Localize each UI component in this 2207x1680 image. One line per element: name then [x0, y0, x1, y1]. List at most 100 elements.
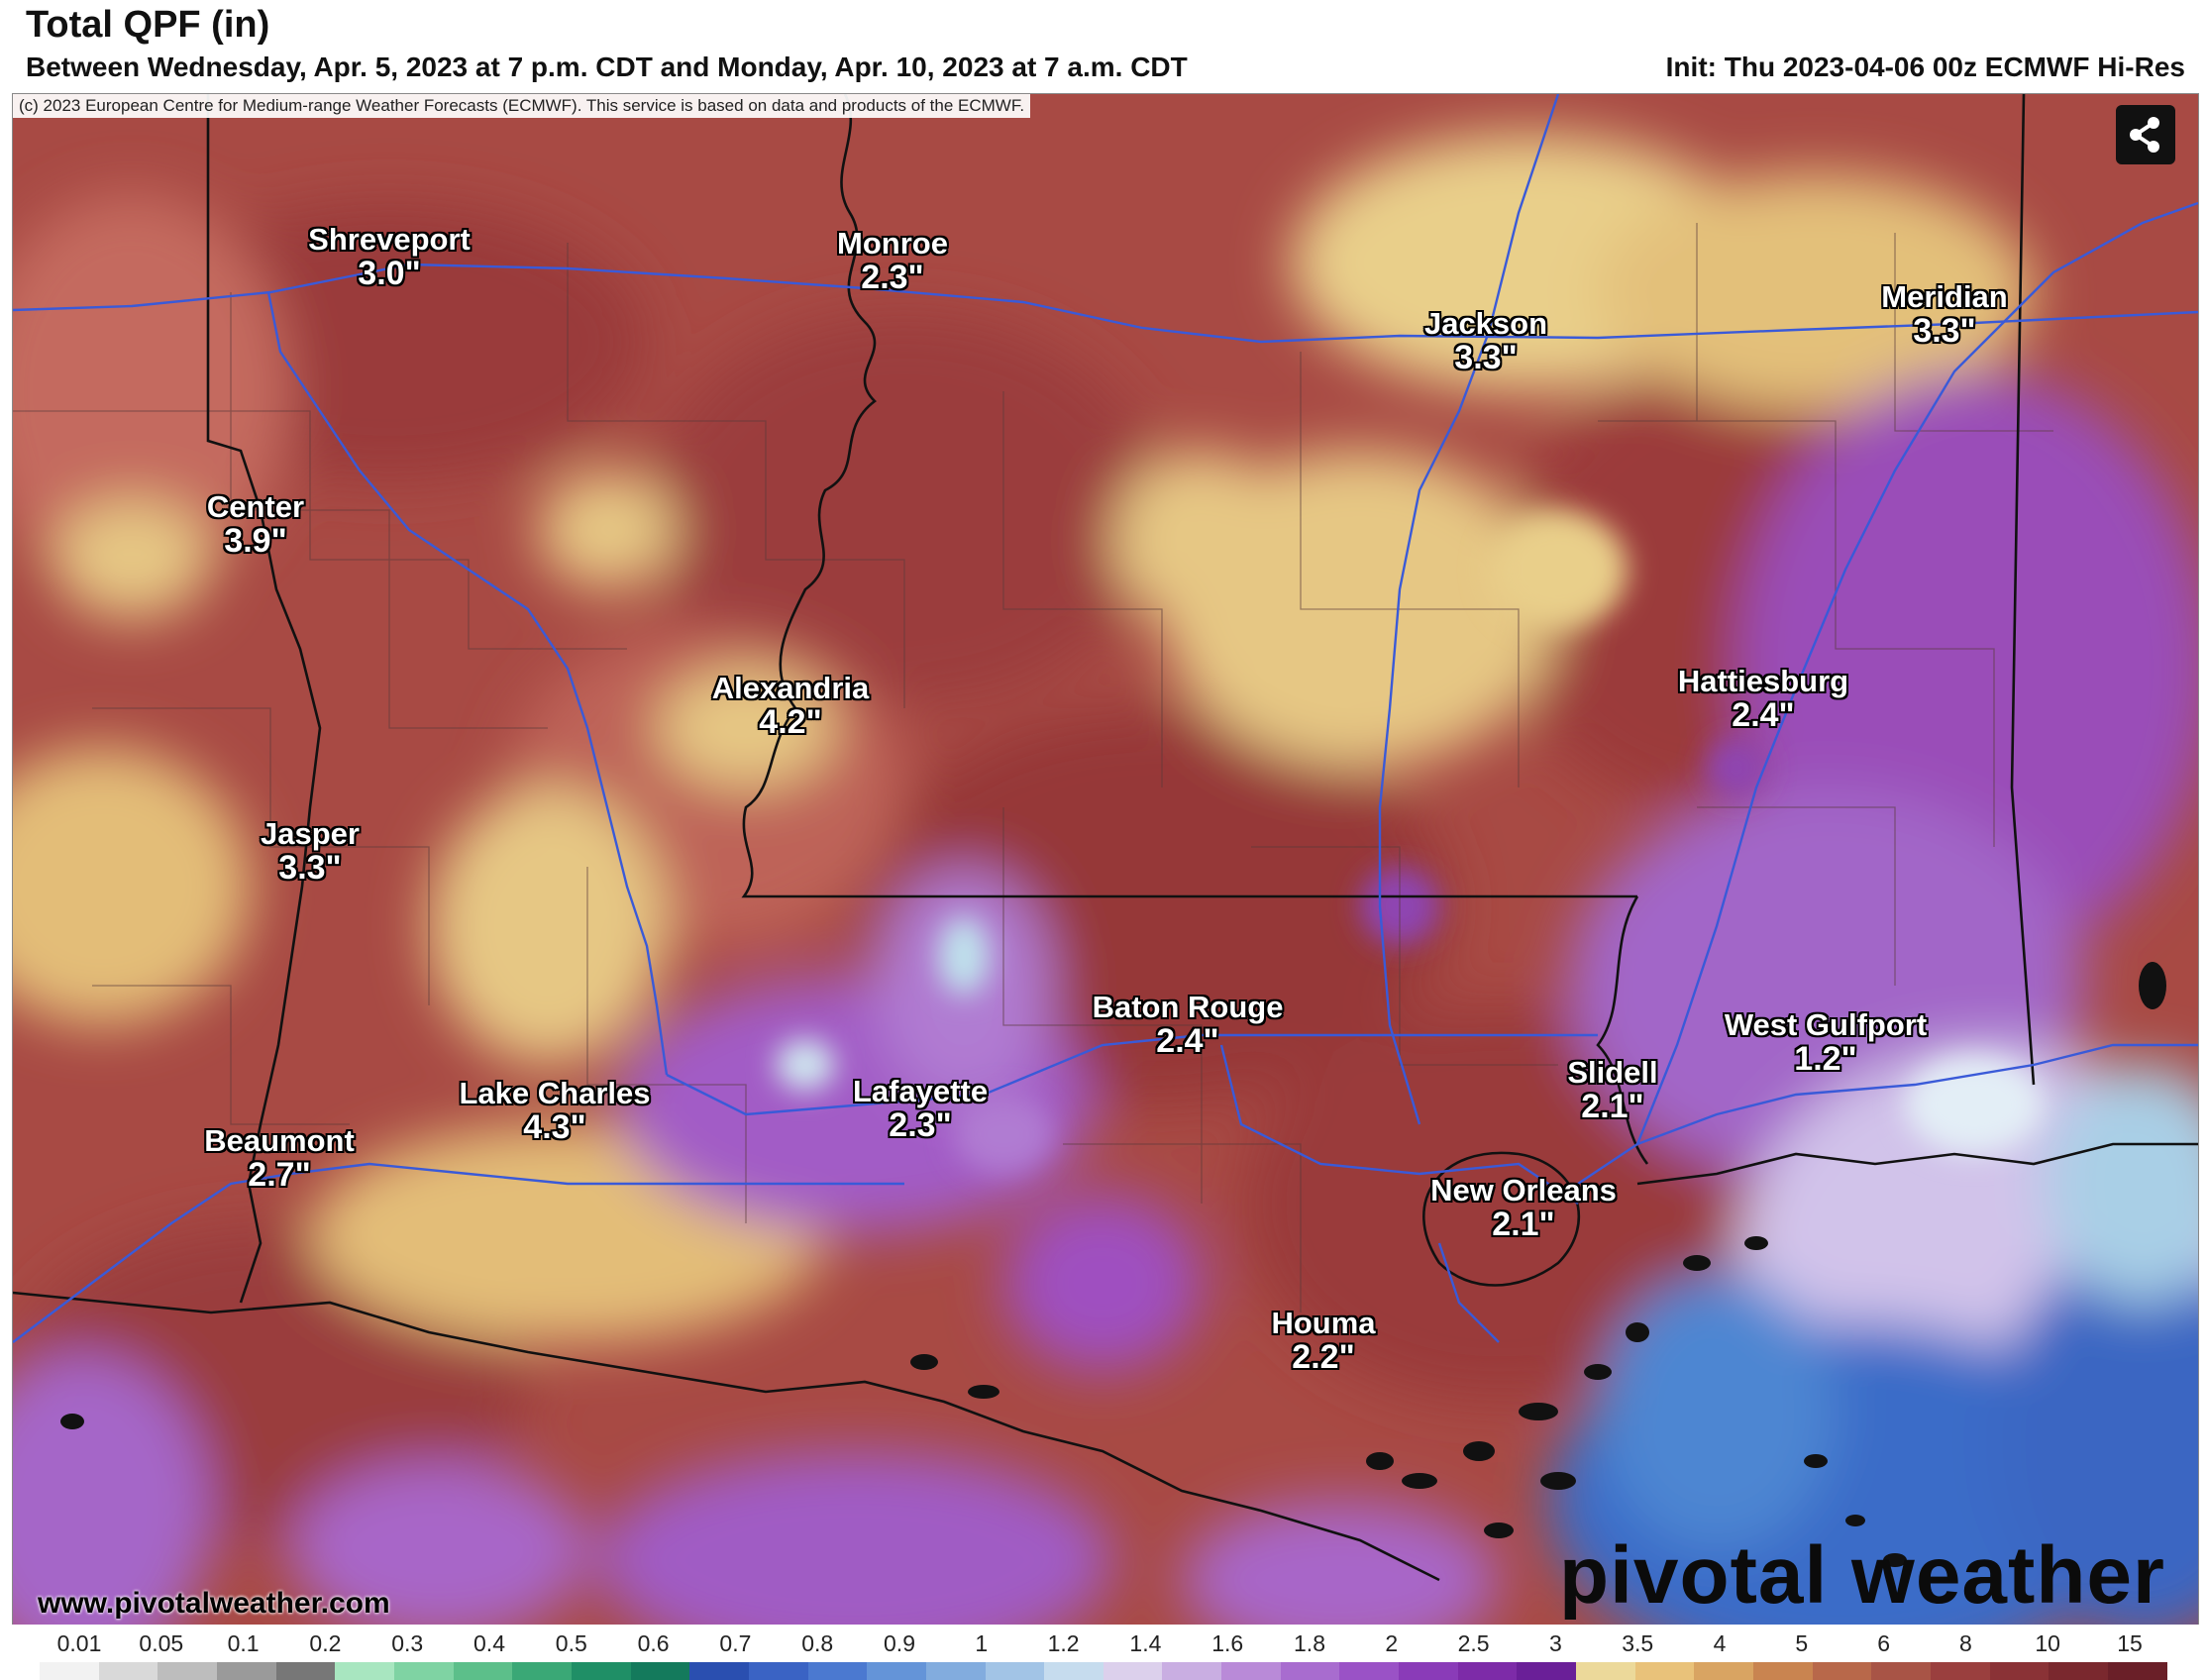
legend-color-swatch [1339, 1662, 1400, 1680]
legend-color-swatch [1044, 1662, 1104, 1680]
qpf-value: 2.7" [248, 1155, 311, 1194]
city-name: Houma [1271, 1306, 1376, 1340]
legend-color-swatch [2107, 1662, 2167, 1680]
qpf-field [13, 94, 2198, 1626]
legend-color-swatch [1280, 1662, 1340, 1680]
legend-color-bar [40, 1662, 2167, 1680]
legend-color-swatch [630, 1662, 690, 1680]
legend-color-swatch [1221, 1662, 1281, 1680]
legend-color-swatch [453, 1662, 513, 1680]
precipitation-map[interactable]: (c) 2023 European Centre for Medium-rang… [12, 93, 2199, 1627]
legend-tick-label: 3 [1548, 1630, 1562, 1656]
city-label-shreveport: Shreveport 3.0" [308, 222, 471, 292]
city-name: Baton Rouge [1092, 990, 1284, 1024]
color-legend: 0.01 0.05 0.1 0.2 0.3 0.4 0.5 0.6 0.7 0.8 0.9 1 1.2 1… [0, 1625, 2207, 1680]
legend-color-swatch [1399, 1662, 1458, 1680]
legend-tick-label: 5 [1795, 1630, 1809, 1656]
legend-color-swatch [393, 1662, 454, 1680]
website-credit: www.pivotalweather.com [38, 1587, 390, 1620]
qpf-value: 2.4" [1156, 1021, 1219, 1060]
city-label-new-orleans: New Orleans 2.1" [1430, 1173, 1617, 1243]
legend-color-swatch [1753, 1662, 1813, 1680]
qpf-value: 3.9" [224, 521, 287, 560]
legend-tick-label: 6 [1877, 1630, 1890, 1656]
qpf-value: 2.1" [1581, 1087, 1644, 1125]
legend-tick-label: 0.01 [56, 1630, 102, 1656]
valid-time-range: Between Wednesday, Apr. 5, 2023 at 7 p.m… [26, 52, 1188, 82]
qpf-value: 2.1" [1492, 1205, 1555, 1243]
legend-color-swatch [1634, 1662, 1695, 1680]
qpf-value: 3.3" [278, 848, 342, 887]
legend-tick-label: 1 [975, 1630, 989, 1656]
city-name: Lake Charles [459, 1076, 651, 1110]
qpf-value: 2.2" [1292, 1337, 1355, 1376]
legend-tick-label: 0.4 [473, 1630, 505, 1656]
city-label-slidell: Slidell 2.1" [1567, 1055, 1658, 1125]
legend-tick-label: 0.2 [309, 1630, 342, 1656]
city-label-jackson: Jackson 3.3" [1423, 306, 1548, 376]
legend-color-swatch [40, 1662, 99, 1680]
legend-tick-label: 1.6 [1211, 1630, 1244, 1656]
legend-tick-label: 1.2 [1047, 1630, 1080, 1656]
city-label-lafayette: Lafayette 2.3" [853, 1075, 988, 1144]
city-label-lake-charles: Lake Charles 4.3" [459, 1076, 651, 1146]
legend-color-swatch [1576, 1662, 1635, 1680]
city-name: Center [206, 489, 305, 524]
legend-color-swatch [158, 1662, 217, 1680]
share-button[interactable] [2116, 105, 2175, 164]
qpf-value: 2.4" [1732, 695, 1795, 734]
city-name: Shreveport [308, 222, 471, 257]
legend-tick-label: 8 [1958, 1630, 1972, 1656]
city-label-jasper: Jasper 3.3" [261, 816, 360, 887]
legend-tick-label: 2 [1385, 1630, 1399, 1656]
legend-color-swatch [689, 1662, 749, 1680]
legend-tick-label: 10 [2035, 1630, 2060, 1656]
qpf-value: 2.3" [889, 1105, 952, 1144]
legend-tick-label: 4 [1713, 1630, 1727, 1656]
city-label-hattiesburg: Hattiesburg 2.4" [1677, 664, 1849, 734]
copyright-notice: (c) 2023 European Centre for Medium-rang… [13, 94, 1031, 118]
legend-tick-label: 0.7 [719, 1630, 752, 1656]
legend-color-swatch [1694, 1662, 1754, 1680]
legend-color-swatch [1812, 1662, 1872, 1680]
city-name: Hattiesburg [1677, 664, 1849, 698]
legend-color-swatch [1517, 1662, 1577, 1680]
pivotal-weather-logo: pivotal weather [1559, 1530, 2165, 1621]
qpf-value: 3.3" [1913, 311, 1976, 350]
city-label-west-gulfport: West Gulfport 1.2" [1724, 1007, 1928, 1078]
legend-color-swatch [1931, 1662, 1990, 1680]
city-label-meridian: Meridian 3.3" [1881, 279, 2008, 350]
city-name: Alexandria [711, 671, 870, 705]
city-name: New Orleans [1430, 1173, 1617, 1208]
city-name: Jackson [1423, 306, 1548, 341]
city-name: Slidell [1567, 1055, 1658, 1090]
legend-tick-label: 15 [2117, 1630, 2143, 1656]
legend-color-swatch [1162, 1662, 1222, 1680]
legend-color-swatch [1871, 1662, 1931, 1680]
city-label-monroe: Monroe 2.3" [837, 227, 948, 295]
city-name: Beaumont [204, 1123, 355, 1158]
qpf-value: 3.3" [1454, 338, 1518, 376]
legend-color-swatch [335, 1662, 394, 1680]
city-name: Jasper [261, 816, 360, 851]
qpf-value: 1.2" [1794, 1039, 1857, 1078]
legend-color-swatch [925, 1662, 986, 1680]
model-init-time: Init: Thu 2023-04-06 00z ECMWF Hi-Res [1665, 52, 2185, 82]
legend-color-swatch [748, 1662, 808, 1680]
qpf-value: 4.2" [759, 702, 822, 741]
legend-color-swatch [275, 1662, 336, 1680]
share-icon [2130, 117, 2159, 153]
legend-color-swatch [571, 1662, 631, 1680]
legend-color-swatch [2049, 1662, 2108, 1680]
legend-color-swatch [1457, 1662, 1518, 1680]
legend-color-swatch [867, 1662, 926, 1680]
legend-tick-label: 0.05 [139, 1630, 184, 1656]
qpf-value: 3.0" [358, 254, 421, 292]
legend-tick-label: 1.4 [1129, 1630, 1162, 1656]
city-name: Meridian [1881, 279, 2008, 314]
qpf-value: 4.3" [523, 1107, 586, 1146]
legend-color-swatch [807, 1662, 868, 1680]
legend-tick-label: 0.6 [637, 1630, 670, 1656]
legend-tick-label: 0.8 [801, 1630, 834, 1656]
city-name: West Gulfport [1724, 1007, 1928, 1042]
